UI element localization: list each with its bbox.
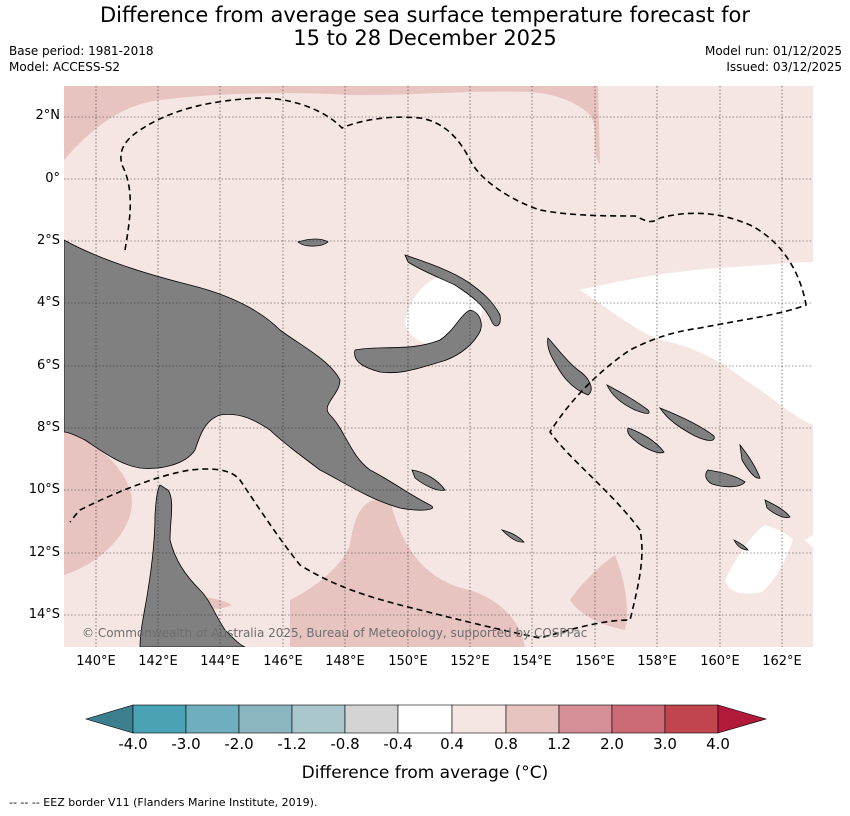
lat-label-0: 0° <box>45 171 60 186</box>
lon-label-152e: 152°E <box>450 654 490 669</box>
colorbar-segment-3 <box>238 704 293 734</box>
land-malaita <box>658 407 715 441</box>
lon-label-154e: 154°E <box>512 654 552 669</box>
land-new-britain <box>354 309 482 374</box>
meta-left: Base period: 1981-2018 Model: ACCESS-S2 <box>9 43 154 75</box>
lon-label-146e: 146°E <box>263 654 303 669</box>
land-new-guinea <box>64 239 433 511</box>
lat-label-2s: 2°S <box>36 233 60 248</box>
colorbar-segment-4 <box>291 704 346 734</box>
lat-label-6s: 6°S <box>36 358 60 373</box>
lon-label-144e: 144°E <box>200 654 240 669</box>
sst-band-west-warm <box>64 430 132 575</box>
colorbar-segment-8 <box>505 704 560 734</box>
colorbar-segment-5 <box>344 704 399 734</box>
colorbar-title: Difference from average (°C) <box>301 763 549 783</box>
lon-label-142e: 142°E <box>138 654 178 669</box>
lon-label-150e: 150°E <box>388 654 428 669</box>
lon-label-148e: 148°E <box>325 654 365 669</box>
colorbar-tick-12: 4.0 <box>706 735 730 753</box>
colorbar-tick-9: 1.2 <box>547 735 571 753</box>
colorbar-tick-3: -2.0 <box>224 735 254 753</box>
lon-label-140e: 140°E <box>76 654 116 669</box>
colorbar-segment-6 <box>397 704 453 734</box>
colorbar-tick-4: -1.2 <box>277 735 307 753</box>
colorbar-tick-2: -3.0 <box>171 735 201 753</box>
sst-band-north-warm <box>64 86 600 165</box>
colorbar-tick-7: 0.4 <box>440 735 464 753</box>
title-line-1: Difference from average sea surface temp… <box>100 3 750 27</box>
copyright-notice: © Commonwealth of Australia 2025, Bureau… <box>82 626 587 640</box>
sst-neutral-patch-4 <box>805 535 813 548</box>
land-small-island-2 <box>705 469 746 488</box>
colorbar-tick-6: -0.4 <box>383 735 413 753</box>
sst-band-southeast-warm <box>570 555 627 630</box>
colorbar-extend-low <box>84 704 134 734</box>
land-new-ireland <box>404 254 501 327</box>
eez-border <box>69 97 807 639</box>
land-choiseul <box>606 384 650 414</box>
lat-label-8s: 8°S <box>36 420 60 435</box>
colorbar-tick-5: -0.8 <box>330 735 360 753</box>
colorbar-segment-1 <box>132 704 187 734</box>
colorbar-tick-8: 0.8 <box>494 735 518 753</box>
model-run: Model run: 01/12/2025 <box>704 44 842 58</box>
base-period: Base period: 1981-2018 <box>9 44 154 58</box>
lat-label-12s: 12°S <box>28 545 60 560</box>
land-small-island-1 <box>739 443 761 479</box>
sst-band-south-warm <box>290 499 525 647</box>
colorbar-segment-2 <box>185 704 240 734</box>
colorbar-tick-11: 3.0 <box>653 735 677 753</box>
map-area <box>64 86 813 647</box>
land-guadalcanal <box>627 427 665 454</box>
map-gridlines <box>64 86 813 647</box>
land-small-island-4 <box>733 539 749 551</box>
model-name: Model: ACCESS-S2 <box>9 60 121 74</box>
lat-label-14s: 14°S <box>28 607 60 622</box>
chart-title: Difference from average sea surface temp… <box>0 4 850 50</box>
land-cape-york <box>139 484 246 647</box>
lon-label-156e: 156°E <box>575 654 615 669</box>
colorbar-segment-9 <box>558 704 613 734</box>
issued-date: Issued: 03/12/2025 <box>726 60 842 74</box>
land-dentrecasteaux <box>411 469 446 491</box>
lon-label-158e: 158°E <box>637 654 677 669</box>
land-louisiade <box>500 529 525 543</box>
lat-label-2n: 2°N <box>35 108 61 123</box>
colorbar-extend-high <box>717 704 768 734</box>
title-line-2: 15 to 28 December 2025 <box>293 26 557 50</box>
colorbar-segment-11 <box>664 704 719 734</box>
sst-neutral-patch-3 <box>725 525 793 594</box>
meta-right: Model run: 01/12/2025 Issued: 03/12/2025 <box>705 43 842 75</box>
colorbar-tick-10: 2.0 <box>600 735 624 753</box>
colorbar <box>84 704 768 734</box>
colorbar-segment-7 <box>451 704 507 734</box>
lat-label-10s: 10°S <box>28 482 60 497</box>
eez-legend-note: -- -- -- EEZ border V11 (Flanders Marine… <box>9 796 318 809</box>
lon-label-160e: 160°E <box>700 654 740 669</box>
lon-label-162e: 162°E <box>762 654 802 669</box>
lat-label-4s: 4°S <box>36 295 60 310</box>
land-bougainville <box>547 337 592 396</box>
colorbar-segment-10 <box>611 704 666 734</box>
land-small-island-3 <box>764 499 791 518</box>
colorbar-tick-1: -4.0 <box>118 735 148 753</box>
